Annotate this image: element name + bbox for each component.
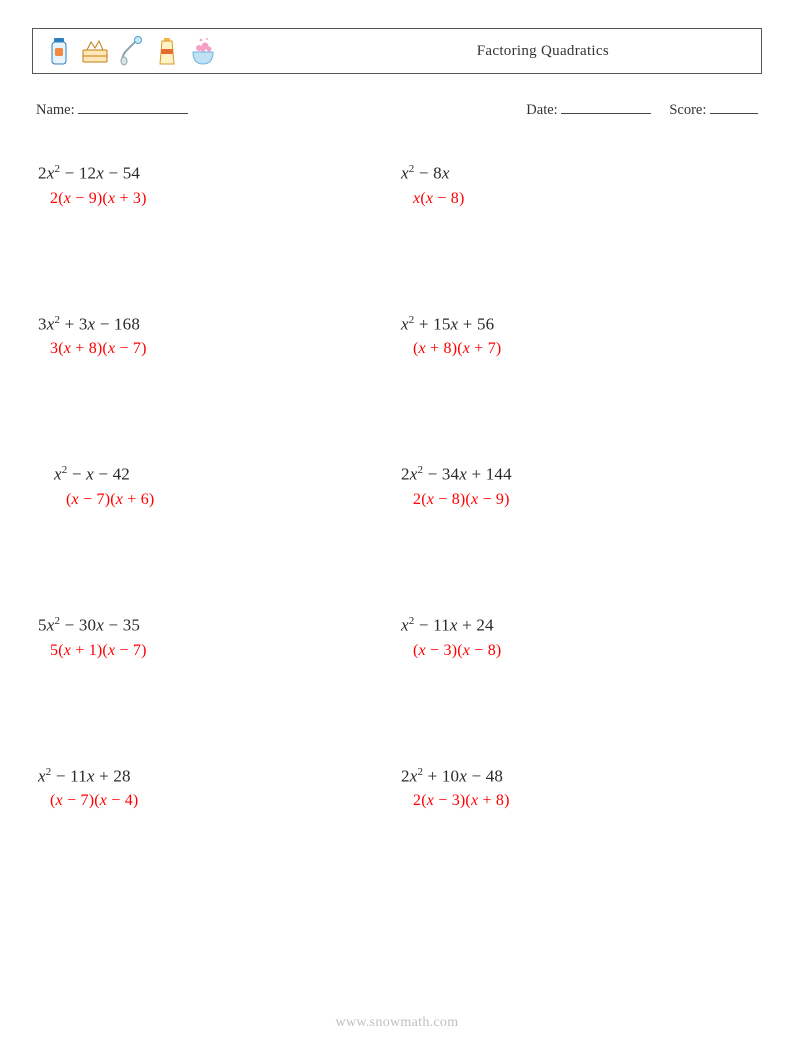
expression: x2 + 15x + 56 [401,314,762,335]
problem-row: 5x2 − 30x − 35 5(x + 1)(x − 7)x2 − 11x + … [36,615,762,660]
problem-cell: 2x2 − 34x + 144 2(x − 8)(x − 9) [399,464,762,509]
answer: 2(x − 3)(x + 8) [413,792,762,810]
meta-row: Name: Date: Score: [32,100,762,119]
answer: 2(x − 8)(x − 9) [413,491,762,509]
worksheet-title: Factoring Quadratics [477,43,609,60]
expression: 3x2 + 3x − 168 [38,314,399,335]
problem-row: 3x2 + 3x − 168 3(x + 8)(x − 7)x2 + 15x + … [36,314,762,359]
expression: 2x2 + 10x − 48 [401,766,762,787]
safety-pin-icon [117,36,145,66]
answer: 3(x + 8)(x − 7) [50,340,399,358]
score-blank[interactable] [710,100,758,114]
name-field: Name: [36,100,188,119]
footer-url: www.snowmath.com [0,1015,794,1031]
answer: 5(x + 1)(x − 7) [50,642,399,660]
problem-row: x2 − x − 42 (x − 7)(x + 6)2x2 − 34x + 144… [36,464,762,509]
expression: 2x2 − 12x − 54 [38,163,399,184]
problem-row: x2 − 11x + 28 (x − 7)(x − 4)2x2 + 10x − 4… [36,766,762,811]
header-box: Factoring Quadratics [32,28,762,74]
expression: x2 − 8x [401,163,762,184]
problem-cell: 5x2 − 30x − 35 5(x + 1)(x − 7) [36,615,399,660]
answer: (x − 3)(x − 8) [413,642,762,660]
problem-cell: x2 − 8x x(x − 8) [399,163,762,208]
problem-cell: 2x2 + 10x − 48 2(x − 3)(x + 8) [399,766,762,811]
answer: x(x − 8) [413,190,762,208]
problem-cell: x2 − x − 42 (x − 7)(x + 6) [36,464,399,509]
answer: (x + 8)(x + 7) [413,340,762,358]
date-blank[interactable] [561,100,651,114]
answer: (x − 7)(x + 6) [66,491,399,509]
header-icons [45,36,217,66]
problem-cell: x2 − 11x + 28 (x − 7)(x − 4) [36,766,399,811]
problem-cell: 3x2 + 3x − 168 3(x + 8)(x − 7) [36,314,399,359]
date-label: Date: [526,102,557,118]
bubble-bath-icon [189,36,217,66]
expression: x2 − x − 42 [54,464,399,485]
score-field: Score: [669,100,758,119]
name-label: Name: [36,102,75,118]
answer: 2(x − 9)(x + 3) [50,190,399,208]
lotion-bottle-icon [45,36,73,66]
expression: 5x2 − 30x − 35 [38,615,399,636]
problem-cell: x2 − 11x + 24 (x − 3)(x − 8) [399,615,762,660]
shampoo-icon [153,36,181,66]
expression: x2 − 11x + 24 [401,615,762,636]
answer: (x − 7)(x − 4) [50,792,399,810]
problem-row: 2x2 − 12x − 54 2(x − 9)(x + 3)x2 − 8x x(x … [36,163,762,208]
problems-grid: 2x2 − 12x − 54 2(x − 9)(x + 3)x2 − 8x x(x … [32,163,762,810]
expression: 2x2 − 34x + 144 [401,464,762,485]
date-field: Date: [526,100,651,119]
problem-cell: 2x2 − 12x − 54 2(x − 9)(x + 3) [36,163,399,208]
tissue-box-icon [81,36,109,66]
score-label: Score: [669,102,706,118]
problem-cell: x2 + 15x + 56 (x + 8)(x + 7) [399,314,762,359]
expression: x2 − 11x + 28 [38,766,399,787]
name-blank[interactable] [78,100,188,114]
